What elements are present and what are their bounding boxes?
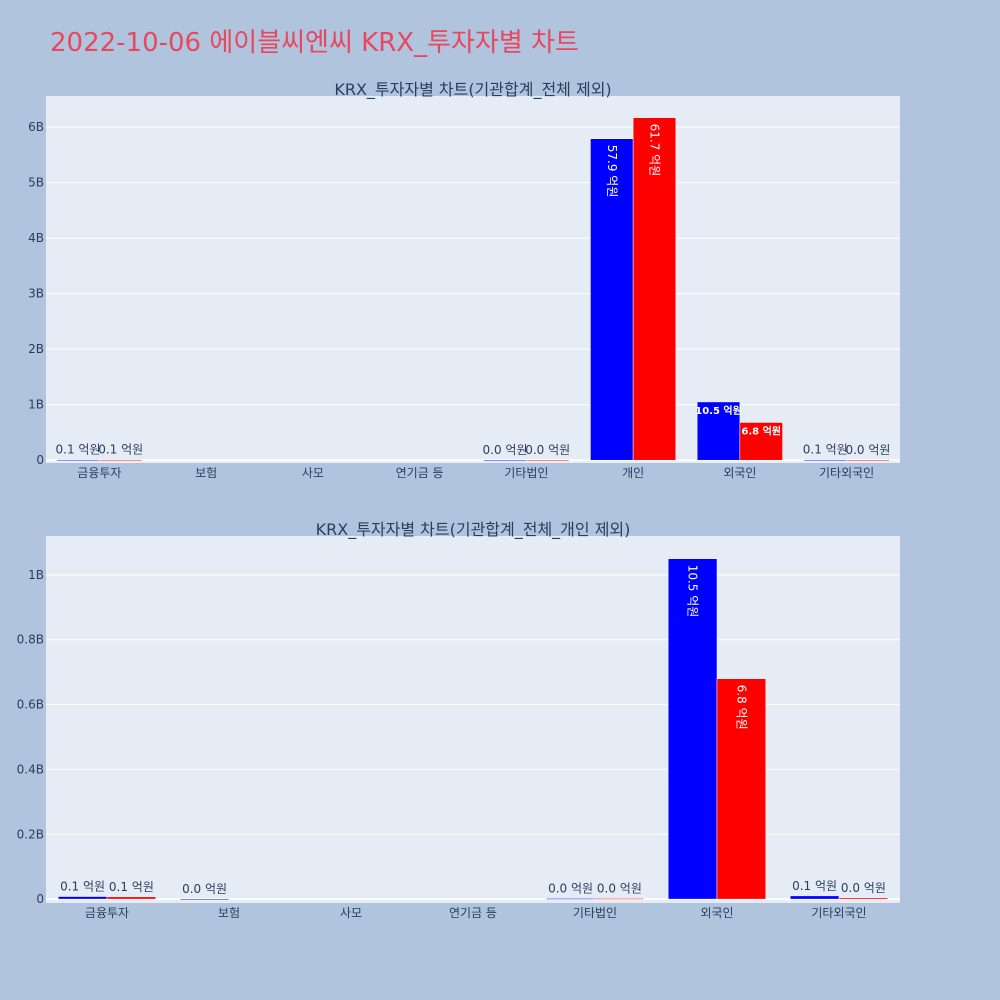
data-label: 10.5 억원 [686, 565, 700, 618]
x-tick-label: 금융투자 [85, 906, 129, 920]
bar [106, 896, 157, 900]
x-tick-label: 기타외국인 [819, 466, 874, 480]
bar [696, 401, 741, 461]
bar [594, 898, 645, 900]
data-label: 10.5 억원 [695, 404, 742, 417]
y-tick-label: 0 [36, 892, 44, 906]
data-label: 0.0 억원 [845, 443, 890, 457]
y-tick-label: 0 [36, 453, 44, 467]
data-label: 0.1 억원 [792, 879, 837, 893]
data-label: 0.1 억원 [803, 443, 848, 457]
y-tick-label: 5B [28, 176, 44, 190]
data-label: 0.1 억원 [109, 880, 154, 894]
x-tick-label: 보험 [218, 906, 240, 920]
bar [590, 138, 634, 461]
x-tick-label: 사모 [302, 466, 324, 480]
bar [803, 459, 847, 461]
plot-area [46, 536, 900, 903]
x-tick-label: 연기금 등 [396, 466, 444, 480]
x-tick-label: 개인 [622, 466, 644, 480]
y-tick-label: 0.2B [17, 827, 44, 841]
y-tick-label: 6B [28, 120, 44, 134]
y-tick-label: 1B [28, 398, 44, 412]
bar [483, 459, 527, 462]
data-label: 0.0 억원 [525, 443, 570, 457]
bar [56, 459, 100, 461]
y-tick-label: 4B [28, 231, 44, 245]
data-label: 0.0 억원 [548, 881, 593, 895]
bar [545, 898, 596, 900]
bar [526, 459, 570, 462]
chart-title: KRX_투자자별 차트(기관합계_전체_개인 제외) [316, 520, 631, 540]
x-tick-label: 기타외국인 [811, 906, 866, 920]
data-label: 0.0 억원 [841, 881, 886, 895]
bar [846, 459, 890, 462]
chart-title: KRX_투자자별 차트(기관합계_전체 제외) [334, 80, 611, 100]
data-label: 0.1 억원 [98, 443, 143, 457]
x-tick-label: 금융투자 [77, 466, 121, 480]
bar [838, 897, 889, 900]
y-tick-label: 0.6B [17, 698, 44, 712]
bar [667, 558, 718, 900]
x-tick-label: 사모 [340, 906, 362, 920]
data-label: 57.9 억원 [605, 145, 619, 198]
y-tick-label: 1B [28, 568, 44, 582]
y-tick-label: 3B [28, 287, 44, 301]
chart-1: KRX_투자자별 차트(기관합계_전체 제외) 0 1B 2B 3B 4B 5B 6B 금융투자… [28, 80, 900, 480]
bar [179, 898, 230, 901]
page-title: 2022-10-06 에이블씨엔씨 KRX_투자자별 차트 [50, 28, 579, 58]
data-label: 0.0 억원 [597, 881, 642, 895]
x-tick-label: 외국인 [700, 906, 733, 920]
bar [789, 895, 840, 900]
bar [632, 117, 677, 461]
y-tick-label: 0.4B [17, 762, 44, 776]
bar [716, 678, 767, 900]
plot-area [46, 96, 900, 463]
bar [739, 422, 783, 461]
x-tick-label: 기타법인 [504, 466, 548, 480]
x-tick-label: 보험 [195, 466, 217, 480]
y-tick-label: 2B [28, 342, 44, 356]
y-tick-label: 0.8B [17, 633, 44, 647]
data-label: 0.0 억원 [182, 882, 227, 896]
data-label: 0.0 억원 [483, 443, 528, 457]
x-tick-label: 외국인 [723, 466, 756, 480]
data-label: 0.1 억원 [60, 880, 105, 894]
x-tick-label: 연기금 등 [449, 906, 497, 920]
data-label: 6.8 억원 [734, 685, 748, 730]
data-label: 61.7 억원 [647, 124, 661, 177]
bar [99, 459, 143, 461]
bar [57, 896, 108, 900]
chart-2: KRX_투자자별 차트(기관합계_전체_개인 제외) 0 0.2B 0.4B 0.6B 0… [17, 520, 900, 920]
x-tick-label: 기타법인 [573, 906, 617, 920]
data-label: 6.8 억원 [741, 424, 781, 437]
data-label: 0.1 억원 [56, 443, 101, 457]
